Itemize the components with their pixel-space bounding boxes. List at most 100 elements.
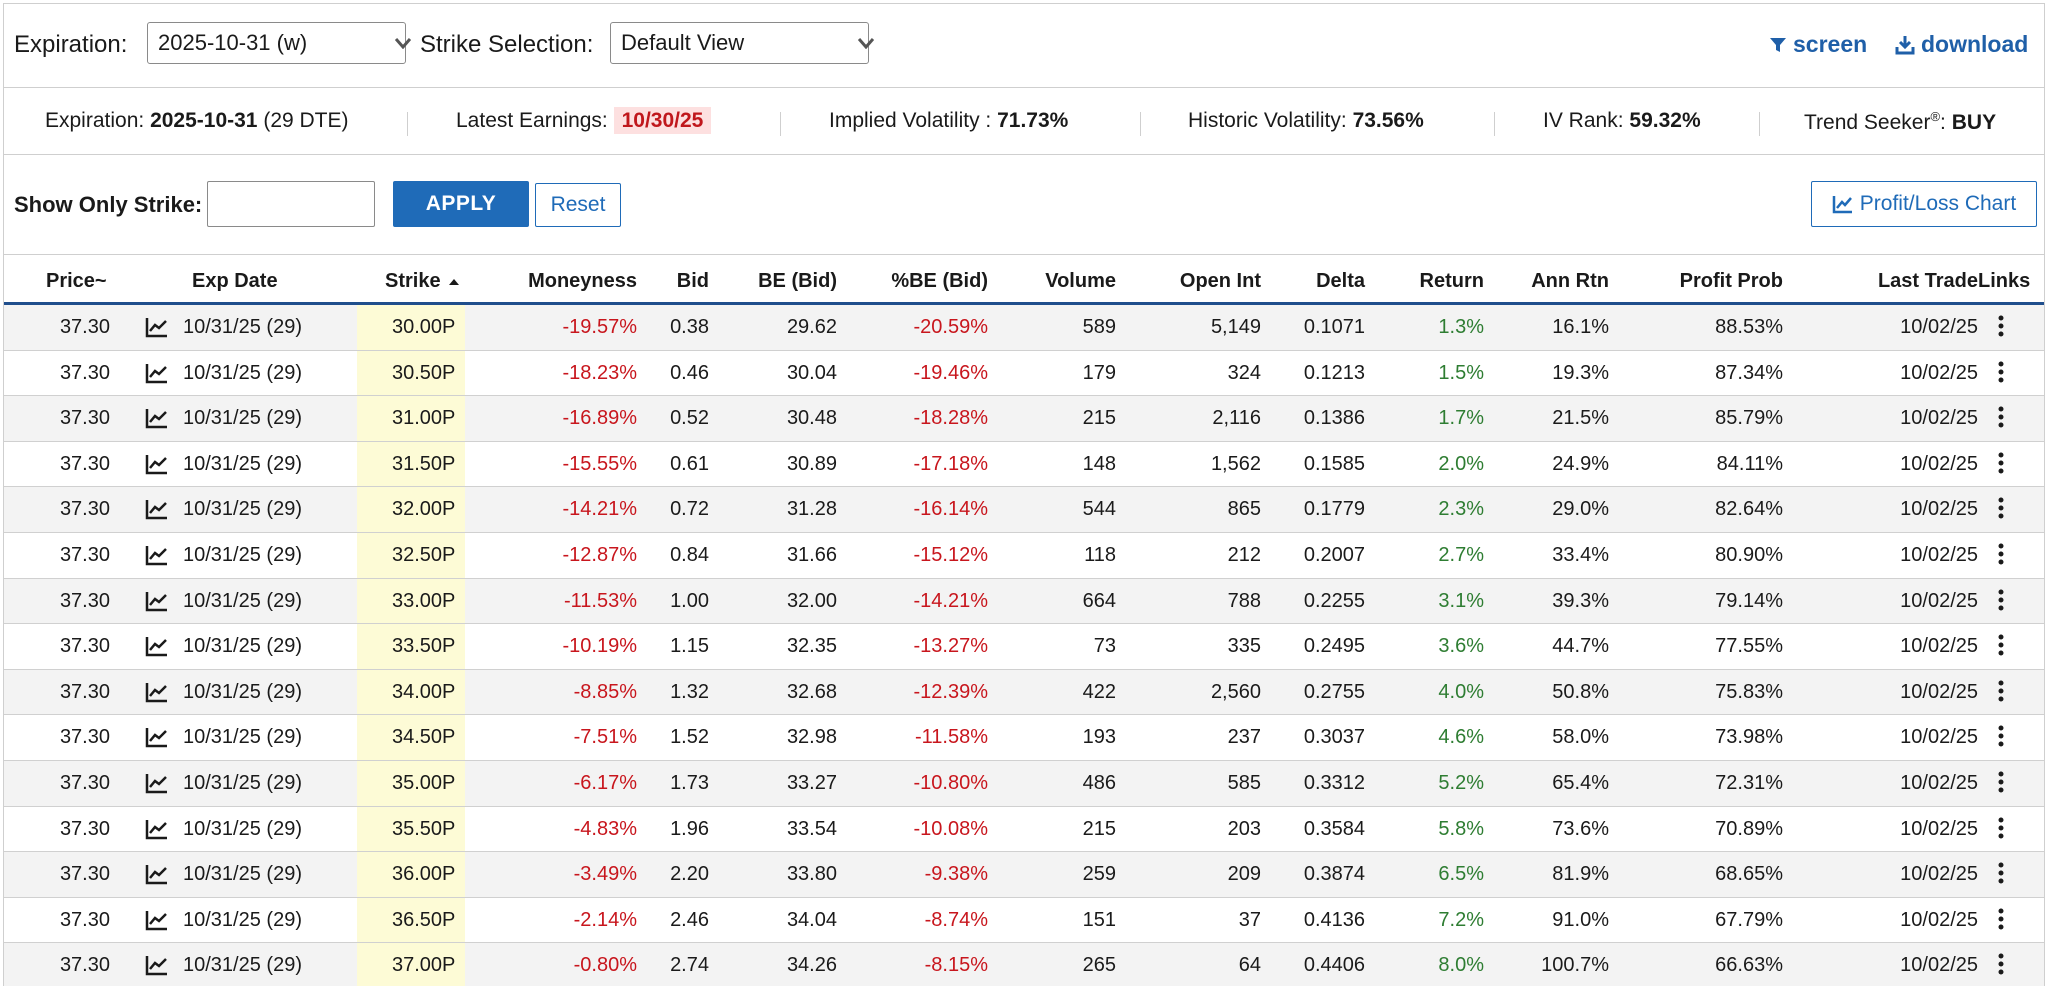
reset-button[interactable]: Reset: [535, 183, 621, 227]
table-row[interactable]: 37.30 10/31/25 (29) 33.00P -11.53% 1.00 32.00…: [4, 578, 2044, 625]
download-label: download: [1921, 31, 2029, 57]
cell-strike[interactable]: 31.00P: [392, 407, 456, 430]
table-row[interactable]: 37.30 10/31/25 (29) 32.00P -14.21% 0.72 31.28…: [4, 487, 2044, 533]
cell-return: 4.6%: [1438, 726, 1484, 749]
cell-return: 2.7%: [1438, 543, 1484, 566]
col-delta[interactable]: Delta: [1316, 270, 1365, 292]
cell-delta: 0.1386: [1303, 407, 1365, 430]
cell-strike[interactable]: 36.00P: [392, 863, 456, 886]
sort-up-icon: [448, 270, 460, 293]
cell-open-int: 335: [1227, 635, 1261, 658]
line-chart-icon[interactable]: [145, 362, 169, 389]
cell-strike[interactable]: 32.50P: [392, 543, 456, 566]
table-row[interactable]: 37.30 10/31/25 (29) 36.00P -3.49% 2.20 33.80 -…: [4, 852, 2044, 898]
table-row[interactable]: 37.30 10/31/25 (29) 33.50P -10.19% 1.15 32.35…: [4, 624, 2044, 670]
line-chart-icon[interactable]: [145, 954, 169, 981]
table-row[interactable]: 37.30 10/31/25 (29) 34.00P -8.85% 1.32 32.68 -…: [4, 669, 2044, 716]
strike-selection-select[interactable]: Default View: [610, 22, 874, 64]
cell-moneyness: -2.14%: [573, 908, 637, 931]
cell-strike[interactable]: 32.00P: [392, 498, 456, 521]
col-bid[interactable]: Bid: [676, 270, 709, 292]
cell-exp-date: 10/31/25 (29): [183, 589, 302, 612]
cell-strike[interactable]: 33.50P: [392, 635, 456, 658]
strike-input[interactable]: [207, 181, 375, 227]
more-vertical-icon[interactable]: [1997, 817, 2005, 844]
table-row[interactable]: 37.30 10/31/25 (29) 35.50P -4.83% 1.96 33.54 -…: [4, 806, 2044, 853]
table-row[interactable]: 37.30 10/31/25 (29) 37.00P -0.80% 2.74 34.26 -…: [4, 943, 2044, 986]
stat-iv-label: Implied Volatility :: [829, 109, 992, 132]
more-vertical-icon[interactable]: [1997, 589, 2005, 616]
col-profit-prob[interactable]: Profit Prob: [1679, 270, 1783, 292]
cell-strike[interactable]: 31.50P: [392, 452, 456, 475]
line-chart-icon[interactable]: [145, 726, 169, 753]
cell-strike[interactable]: 34.00P: [392, 680, 456, 703]
line-chart-icon[interactable]: [145, 407, 169, 434]
cell-moneyness: -11.53%: [563, 589, 637, 612]
cell-strike[interactable]: 37.00P: [392, 954, 456, 977]
cell-delta: 0.1585: [1303, 452, 1365, 475]
more-vertical-icon[interactable]: [1997, 771, 2005, 798]
col-pct-be-bid[interactable]: %BE (Bid): [891, 270, 988, 292]
table-row[interactable]: 37.30 10/31/25 (29) 30.00P -19.57% 0.38 29.62…: [4, 305, 2044, 351]
col-be-bid[interactable]: BE (Bid): [758, 270, 837, 292]
table-row[interactable]: 37.30 10/31/25 (29) 31.50P -15.55% 0.61 30.89…: [4, 441, 2044, 488]
apply-button[interactable]: APPLY: [393, 181, 529, 227]
line-chart-icon[interactable]: [145, 818, 169, 845]
more-vertical-icon[interactable]: [1997, 634, 2005, 661]
divider: [1140, 112, 1141, 136]
line-chart-icon[interactable]: [145, 635, 169, 662]
line-chart-icon[interactable]: [145, 498, 169, 525]
stats-bar: Expiration: 2025-10-31 (29 DTE) Latest E…: [4, 88, 2044, 155]
table-row[interactable]: 37.30 10/31/25 (29) 32.50P -12.87% 0.84 31.66…: [4, 532, 2044, 579]
more-vertical-icon[interactable]: [1997, 862, 2005, 889]
col-moneyness[interactable]: Moneyness: [528, 270, 637, 292]
col-exp-date[interactable]: Exp Date: [192, 270, 278, 292]
more-vertical-icon[interactable]: [1997, 680, 2005, 707]
more-vertical-icon[interactable]: [1997, 543, 2005, 570]
line-chart-icon[interactable]: [145, 909, 169, 936]
expiration-select[interactable]: 2025-10-31 (w): [147, 22, 411, 64]
more-vertical-icon[interactable]: [1997, 497, 2005, 524]
cell-strike[interactable]: 36.50P: [392, 908, 456, 931]
more-vertical-icon[interactable]: [1997, 406, 2005, 433]
more-vertical-icon[interactable]: [1997, 953, 2005, 980]
cell-strike[interactable]: 30.50P: [392, 361, 456, 384]
col-links: Links: [1978, 270, 2031, 292]
table-row[interactable]: 37.30 10/31/25 (29) 36.50P -2.14% 2.46 34.04 -…: [4, 897, 2044, 944]
cell-strike[interactable]: 35.50P: [392, 817, 456, 840]
cell-strike[interactable]: 30.00P: [392, 316, 456, 338]
col-strike[interactable]: Strike: [385, 270, 460, 293]
line-chart-icon[interactable]: [145, 681, 169, 708]
cell-moneyness: -14.21%: [562, 498, 638, 521]
col-return[interactable]: Return: [1419, 270, 1484, 292]
more-vertical-icon[interactable]: [1997, 725, 2005, 752]
line-chart-icon[interactable]: [145, 316, 169, 343]
line-chart-icon[interactable]: [145, 544, 169, 571]
col-volume[interactable]: Volume: [1045, 270, 1116, 292]
table-row[interactable]: 37.30 10/31/25 (29) 31.00P -16.89% 0.52 30.48…: [4, 396, 2044, 442]
download-link[interactable]: download: [1895, 31, 2028, 58]
table-row[interactable]: 37.30 10/31/25 (29) 30.50P -18.23% 0.46 30.04…: [4, 350, 2044, 397]
more-vertical-icon[interactable]: [1997, 315, 2005, 342]
cell-last-trade: 10/02/25: [1900, 680, 1978, 703]
line-chart-icon[interactable]: [145, 863, 169, 890]
col-last-trade[interactable]: Last Trade: [1877, 270, 1978, 292]
more-vertical-icon[interactable]: [1997, 452, 2005, 479]
profit-loss-chart-button[interactable]: Profit/Loss Chart: [1811, 181, 2037, 227]
cell-strike[interactable]: 35.00P: [392, 771, 456, 794]
table-row[interactable]: 37.30 10/31/25 (29) 35.00P -6.17% 1.73 33.27 -…: [4, 760, 2044, 807]
col-price[interactable]: Price~: [46, 270, 107, 292]
screen-link[interactable]: screen: [1769, 31, 1867, 58]
cell-last-trade: 10/02/25: [1900, 498, 1978, 521]
line-chart-icon[interactable]: [145, 772, 169, 799]
col-open-int[interactable]: Open Int: [1179, 270, 1261, 292]
line-chart-icon[interactable]: [145, 453, 169, 480]
table-row[interactable]: 37.30 10/31/25 (29) 34.50P -7.51% 1.52 32.98 -…: [4, 715, 2044, 761]
line-chart-icon[interactable]: [145, 590, 169, 617]
cell-ann-rtn: 81.9%: [1552, 863, 1609, 886]
col-ann-rtn[interactable]: Ann Rtn: [1531, 270, 1609, 292]
cell-strike[interactable]: 33.00P: [392, 589, 456, 612]
more-vertical-icon[interactable]: [1997, 908, 2005, 935]
more-vertical-icon[interactable]: [1997, 361, 2005, 388]
cell-strike[interactable]: 34.50P: [392, 726, 456, 749]
